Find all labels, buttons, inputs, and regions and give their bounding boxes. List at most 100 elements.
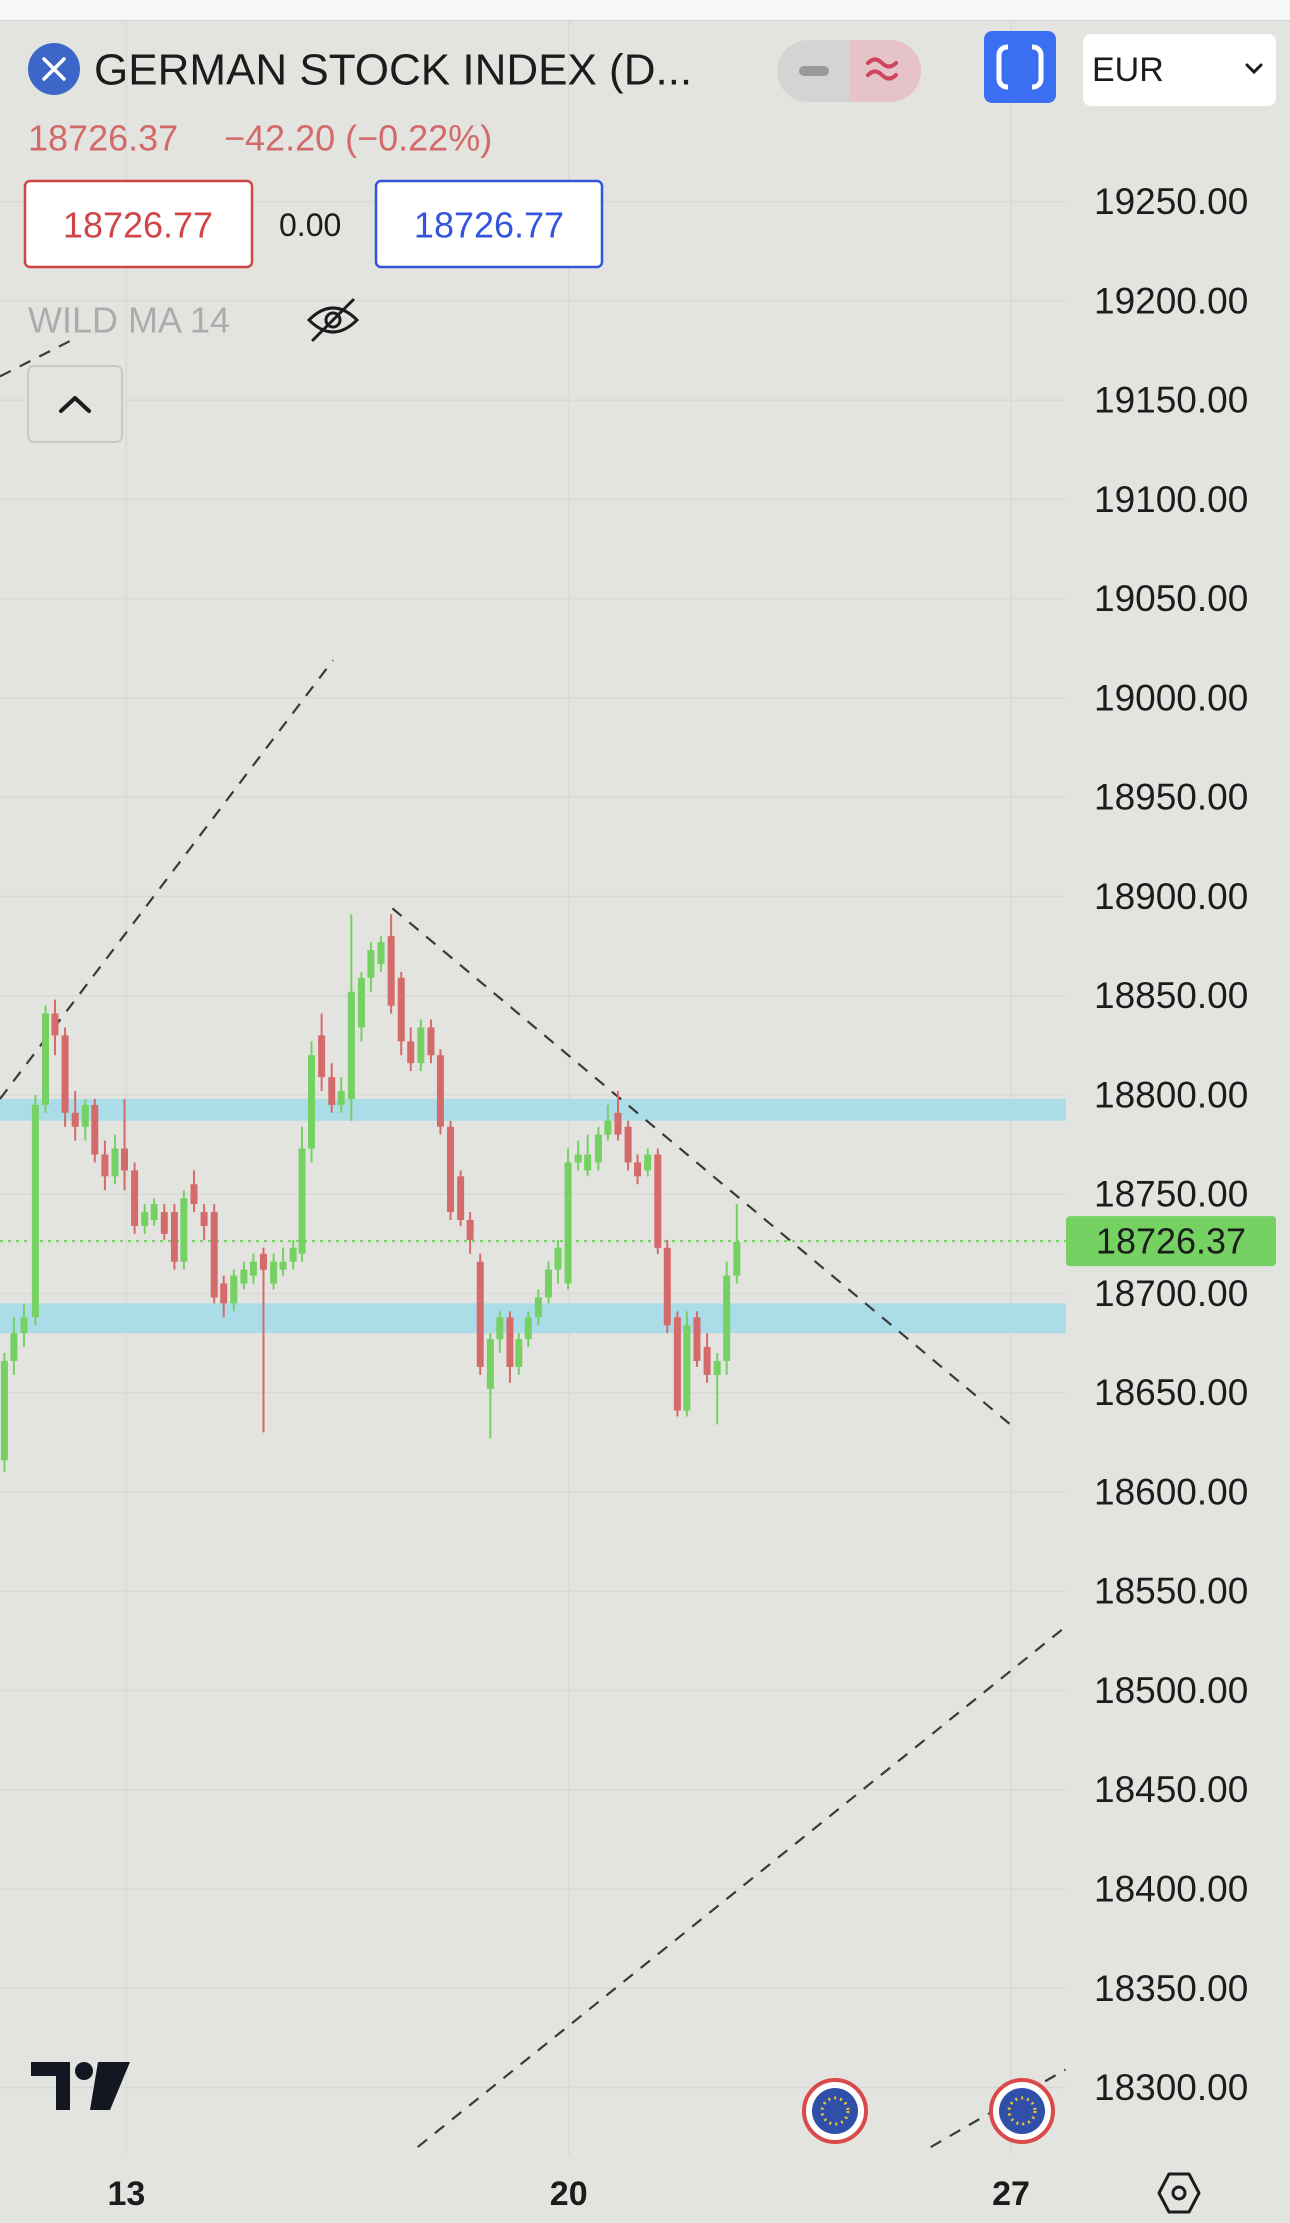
candle-body	[723, 1275, 731, 1361]
candle-body	[515, 1339, 523, 1367]
instrument-title: GERMAN STOCK INDEX (D...	[94, 46, 692, 95]
candle-body	[200, 1212, 208, 1226]
candle-body	[111, 1148, 119, 1177]
candle-body	[31, 1104, 39, 1318]
candle-body	[367, 950, 375, 978]
currency-chevron	[1245, 63, 1263, 75]
buy-button[interactable]	[374, 179, 604, 269]
y-tick-label: 18650.00	[1094, 1372, 1248, 1413]
candle-body	[466, 1220, 474, 1240]
candle-body	[377, 942, 385, 964]
candle-body	[0, 1360, 8, 1461]
candle-body	[279, 1261, 287, 1270]
candle-body	[270, 1261, 278, 1284]
candle-body	[644, 1154, 652, 1171]
candle-body	[160, 1212, 168, 1234]
candle-body	[594, 1134, 602, 1163]
candle-body	[308, 1055, 316, 1149]
y-tick-label: 19000.00	[1094, 677, 1248, 718]
candle-body	[447, 1126, 455, 1213]
candle-body	[604, 1120, 612, 1135]
candle-body	[564, 1162, 572, 1284]
currency-select[interactable]	[1083, 34, 1276, 106]
candle-body	[259, 1253, 267, 1270]
buy-price: 18726.77	[414, 205, 564, 246]
candle-body	[51, 1013, 59, 1036]
candle-body	[486, 1339, 494, 1389]
event-icon[interactable]	[802, 2078, 868, 2144]
price-zone	[0, 1098, 1066, 1121]
candle-body	[544, 1269, 552, 1298]
candle-body	[554, 1247, 562, 1270]
candle-body	[693, 1317, 701, 1361]
indicator-label: WILD MA 14	[28, 300, 230, 341]
candle-body	[120, 1148, 128, 1171]
candle-body	[10, 1333, 18, 1361]
candle-body	[318, 1035, 326, 1078]
candle-body	[328, 1077, 336, 1105]
candle-body	[397, 977, 405, 1042]
candle-body	[574, 1154, 582, 1163]
mode-toggle-active	[849, 40, 921, 102]
candle-body	[457, 1176, 465, 1221]
hide-indicator-icon[interactable]	[306, 298, 360, 342]
y-tick-label: 18750.00	[1094, 1174, 1248, 1215]
quote-price: 18726.37	[28, 118, 178, 159]
collapse-chevron	[59, 396, 91, 413]
candle-body	[298, 1148, 306, 1254]
candle-body	[663, 1247, 671, 1326]
candle-body	[289, 1247, 297, 1262]
y-tick-label: 18550.00	[1094, 1571, 1248, 1612]
price-zone	[0, 1303, 1066, 1334]
candle-body	[20, 1317, 28, 1334]
x-tick-label: 27	[992, 2175, 1030, 2213]
candle-body	[733, 1241, 741, 1276]
toggle-wave	[866, 57, 898, 81]
candle-body	[150, 1204, 158, 1221]
y-tick-label: 18950.00	[1094, 777, 1248, 818]
candle-body	[337, 1090, 345, 1105]
candle-body	[703, 1347, 711, 1375]
candle-body	[347, 991, 355, 1099]
candle-body	[81, 1104, 89, 1127]
y-tick-label: 18400.00	[1094, 1868, 1248, 1909]
candle-body	[71, 1112, 79, 1127]
last-price-label: 18726.37	[1096, 1221, 1246, 1262]
settings-icon[interactable]	[1157, 2172, 1201, 2214]
y-tick-label: 19050.00	[1094, 578, 1248, 619]
candle-body	[180, 1198, 188, 1262]
y-tick-label: 18350.00	[1094, 1968, 1248, 2009]
candle-body	[101, 1154, 109, 1177]
candle-body	[683, 1325, 691, 1411]
y-tick-label: 19100.00	[1094, 479, 1248, 520]
candle-body	[417, 1027, 425, 1064]
currency-label: EUR	[1092, 51, 1164, 89]
y-tick-label: 18850.00	[1094, 975, 1248, 1016]
candle-body	[170, 1212, 178, 1262]
candle-body	[584, 1154, 592, 1171]
candle-body	[41, 1013, 49, 1105]
candle-body	[506, 1317, 514, 1367]
x-tick-label: 20	[550, 2175, 588, 2213]
candle-body	[427, 1027, 435, 1056]
logo	[31, 2062, 130, 2110]
candle-body	[524, 1317, 532, 1340]
y-tick-label: 19250.00	[1094, 181, 1248, 222]
y-tick-label: 19150.00	[1094, 380, 1248, 421]
candle-body	[407, 1041, 415, 1064]
candle-body	[654, 1154, 662, 1248]
candle-body	[634, 1162, 642, 1177]
event-icon[interactable]	[989, 2078, 1055, 2144]
candle-body	[713, 1360, 721, 1375]
candle-body	[141, 1212, 149, 1226]
candle-body	[240, 1269, 248, 1284]
collapse-button[interactable]	[27, 365, 123, 443]
candle-body	[624, 1126, 632, 1163]
candle-body	[61, 1035, 69, 1113]
y-tick-label: 18900.00	[1094, 876, 1248, 917]
candle-body	[476, 1261, 484, 1367]
candle-body	[534, 1297, 542, 1318]
sell-button[interactable]	[23, 179, 254, 269]
candle-body	[131, 1170, 139, 1226]
